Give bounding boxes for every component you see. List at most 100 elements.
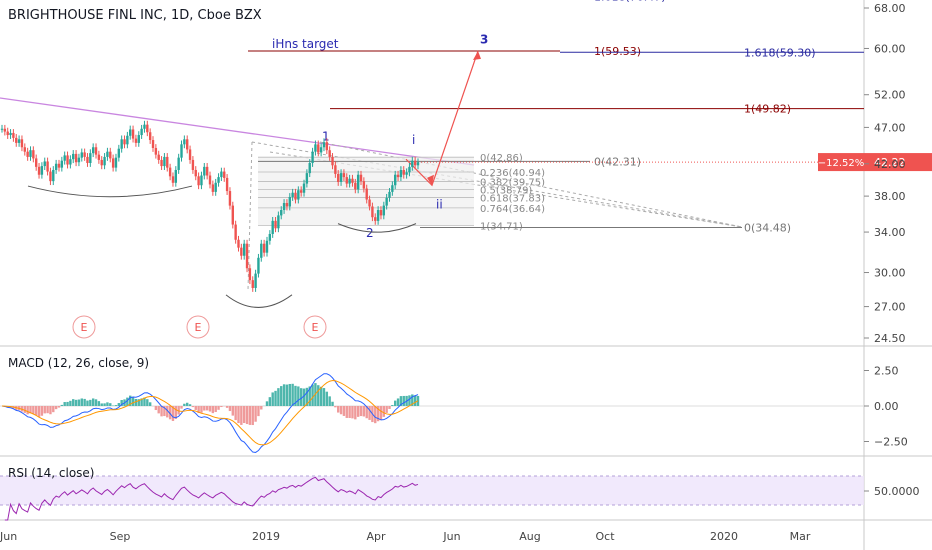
time-axis[interactable]: Jun Sep 2019 Apr Jun Aug Oct 2020 Mar	[0, 530, 811, 543]
price-tick-label: 34.00	[874, 226, 906, 239]
price-axis[interactable]: 68.00 60.00 52.00 47.00 42.00 38.00 34.00 30.00…	[864, 2, 920, 498]
candle-body	[80, 152, 83, 158]
candle-body	[57, 163, 61, 168]
macd-histogram-bar	[52, 406, 55, 413]
level-label: 1(49.82)	[744, 103, 791, 116]
candle-body	[86, 156, 89, 163]
candle-body	[291, 192, 294, 197]
candle-body	[262, 243, 266, 253]
candle-body	[157, 154, 160, 160]
candle-body	[183, 139, 186, 145]
macd-histogram-bar	[376, 406, 380, 422]
macd-histogram-bar	[399, 396, 403, 406]
candle-body	[37, 166, 41, 175]
time-tick-label: Jun	[442, 530, 460, 543]
candle-body	[17, 139, 21, 143]
candle-body	[408, 166, 411, 173]
candle-body	[368, 199, 371, 207]
macd-histogram-bar	[23, 406, 26, 413]
macd-histogram-bar	[311, 384, 314, 406]
candle-body	[134, 138, 138, 143]
macd-histogram-bar	[203, 406, 206, 411]
candle-body	[151, 140, 155, 148]
signal-line	[1, 380, 419, 446]
candle-body	[103, 156, 106, 166]
candle-body	[337, 173, 340, 182]
target-label: iHns target	[272, 37, 339, 51]
macd-histogram-bar	[94, 399, 98, 406]
fib-level-label: 0.236(40.94)	[480, 168, 545, 179]
candle-body	[402, 169, 405, 175]
macd-histogram-bar	[57, 406, 61, 408]
candle-body	[148, 132, 152, 141]
price-tick-label: 52.00	[874, 89, 906, 102]
macd-tick-label: 2.50	[874, 365, 899, 378]
macd-histogram-bar	[174, 406, 178, 419]
macd-histogram-bar	[325, 391, 329, 406]
macd-histogram-bar	[282, 384, 286, 406]
macd-histogram-bar	[91, 398, 95, 406]
macd-histogram-bar	[237, 406, 240, 424]
candle-body	[223, 171, 226, 178]
candle-body	[52, 169, 55, 182]
candle-body	[43, 161, 46, 167]
candle-body	[23, 147, 26, 152]
earnings-marker	[186, 315, 210, 339]
candle-body	[277, 215, 280, 229]
candle-body	[328, 150, 331, 157]
candle-body	[231, 205, 234, 225]
macd-histogram-bar	[211, 406, 215, 414]
macd-histogram-bar	[277, 388, 280, 406]
candle-body	[237, 239, 240, 248]
candle-body	[225, 177, 229, 192]
candle-body	[382, 205, 386, 216]
macd-histogram-bar	[356, 406, 360, 417]
candle-body	[334, 165, 337, 174]
macd-histogram-bar	[117, 403, 121, 406]
trendline-left	[247, 141, 253, 291]
macd-histogram-bar	[200, 406, 203, 413]
candle-body	[413, 160, 417, 166]
macd-histogram-bar	[154, 406, 158, 411]
candle-body	[411, 160, 414, 167]
fib-level-label: 0.764(36.64)	[480, 204, 545, 215]
candle-body	[166, 156, 169, 168]
candle-body	[72, 153, 75, 160]
macd-histogram-bar	[265, 401, 269, 406]
level-label: 0(42.31)	[594, 155, 641, 168]
candle-body	[49, 171, 52, 182]
macd-histogram-bar	[359, 406, 363, 417]
time-tick-label: Jun	[0, 530, 17, 543]
candle-body	[399, 169, 403, 178]
candle-body	[77, 157, 81, 163]
candle-body	[274, 220, 277, 229]
candle-body	[146, 124, 149, 133]
macd-histogram-bar	[146, 399, 149, 406]
price-tick-label: 24.50	[874, 332, 906, 345]
candle-body	[405, 172, 408, 175]
macd-histogram-bar	[294, 385, 297, 406]
macd-histogram-bar	[29, 406, 32, 414]
macd-series	[0, 373, 864, 453]
macd-histogram-bar	[63, 402, 66, 406]
macd-histogram-bar	[388, 406, 391, 409]
macd-histogram-bar	[365, 406, 368, 419]
earnings-marker	[72, 315, 96, 339]
macd-histogram-bar	[100, 403, 103, 406]
macd-histogram-bar	[168, 406, 172, 420]
macd-histogram-bar	[183, 403, 186, 406]
time-tick-label: Aug	[519, 530, 540, 543]
candle-body	[285, 202, 289, 207]
candle-body	[69, 159, 72, 165]
candle-body	[131, 129, 135, 139]
macd-histogram-bar	[285, 384, 289, 406]
candle-body	[220, 171, 223, 178]
earnings-marker-label: E	[195, 321, 202, 334]
macd-histogram-bar	[374, 406, 377, 424]
macd-histogram-bar	[305, 387, 309, 406]
candle-body	[197, 176, 200, 186]
price-tick-label: 68.00	[874, 2, 906, 15]
macd-histogram-bar	[228, 406, 232, 412]
candle-body	[46, 161, 49, 172]
